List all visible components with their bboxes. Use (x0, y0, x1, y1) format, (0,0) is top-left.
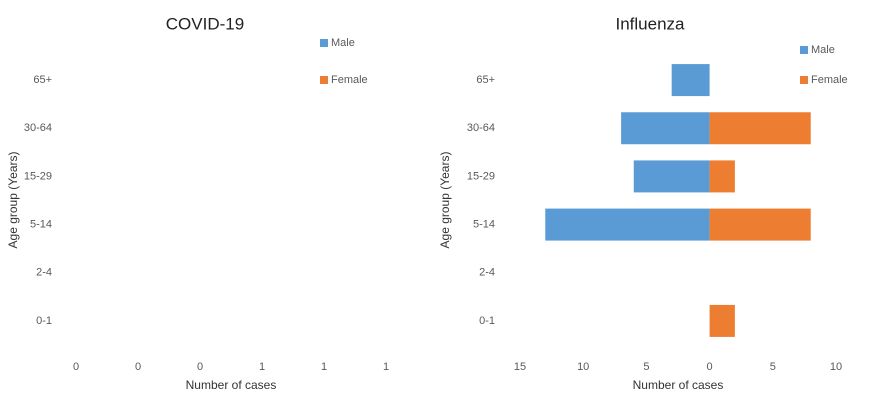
legend-swatch (320, 39, 328, 47)
y-tick-label: 0-1 (479, 315, 495, 327)
x-tick-label: 0 (707, 361, 713, 373)
bar (621, 112, 710, 145)
y-tick-label: 5-14 (473, 218, 495, 230)
legend-label: Male (331, 37, 355, 49)
x-tick-label: 0 (197, 361, 203, 373)
x-axis-label: Number of cases (633, 378, 724, 392)
x-tick-label: 1 (383, 361, 389, 373)
y-axis-label: Age group (Years) (438, 152, 452, 249)
bar (709, 304, 735, 337)
bar (709, 112, 811, 145)
x-tick-label: 0 (73, 361, 79, 373)
x-tick-label: 5 (643, 361, 649, 373)
legend-label: Female (811, 74, 848, 86)
x-tick-label: 10 (577, 361, 589, 373)
bar (633, 160, 710, 193)
y-tick-label: 30-64 (467, 122, 495, 134)
bar (671, 64, 710, 97)
x-tick-label: 5 (770, 361, 776, 373)
x-tick-label: 0 (135, 361, 141, 373)
x-tick-label: 1 (259, 361, 265, 373)
y-tick-label: 5-14 (30, 218, 52, 230)
chart-title: COVID-19 (166, 14, 244, 33)
y-tick-label: 2-4 (479, 267, 495, 279)
x-tick-label: 10 (830, 361, 842, 373)
legend-label: Male (811, 44, 835, 56)
bar (545, 208, 710, 241)
bar (709, 160, 735, 193)
chart-title: Influenza (616, 14, 686, 33)
y-tick-label: 0-1 (36, 315, 52, 327)
y-axis-label: Age group (Years) (6, 152, 20, 249)
y-tick-label: 15-29 (24, 170, 52, 182)
y-tick-label: 65+ (476, 74, 495, 86)
bar (709, 208, 811, 241)
x-tick-label: 1 (321, 361, 327, 373)
x-tick-label: 15 (514, 361, 526, 373)
legend-label: Female (331, 74, 368, 86)
legend-swatch (800, 76, 808, 84)
legend-swatch (320, 76, 328, 84)
y-tick-label: 65+ (33, 74, 52, 86)
y-tick-label: 15-29 (467, 170, 495, 182)
y-tick-label: 2-4 (36, 267, 52, 279)
y-tick-label: 30-64 (24, 122, 52, 134)
legend-swatch (800, 46, 808, 54)
x-axis-label: Number of cases (186, 378, 277, 392)
